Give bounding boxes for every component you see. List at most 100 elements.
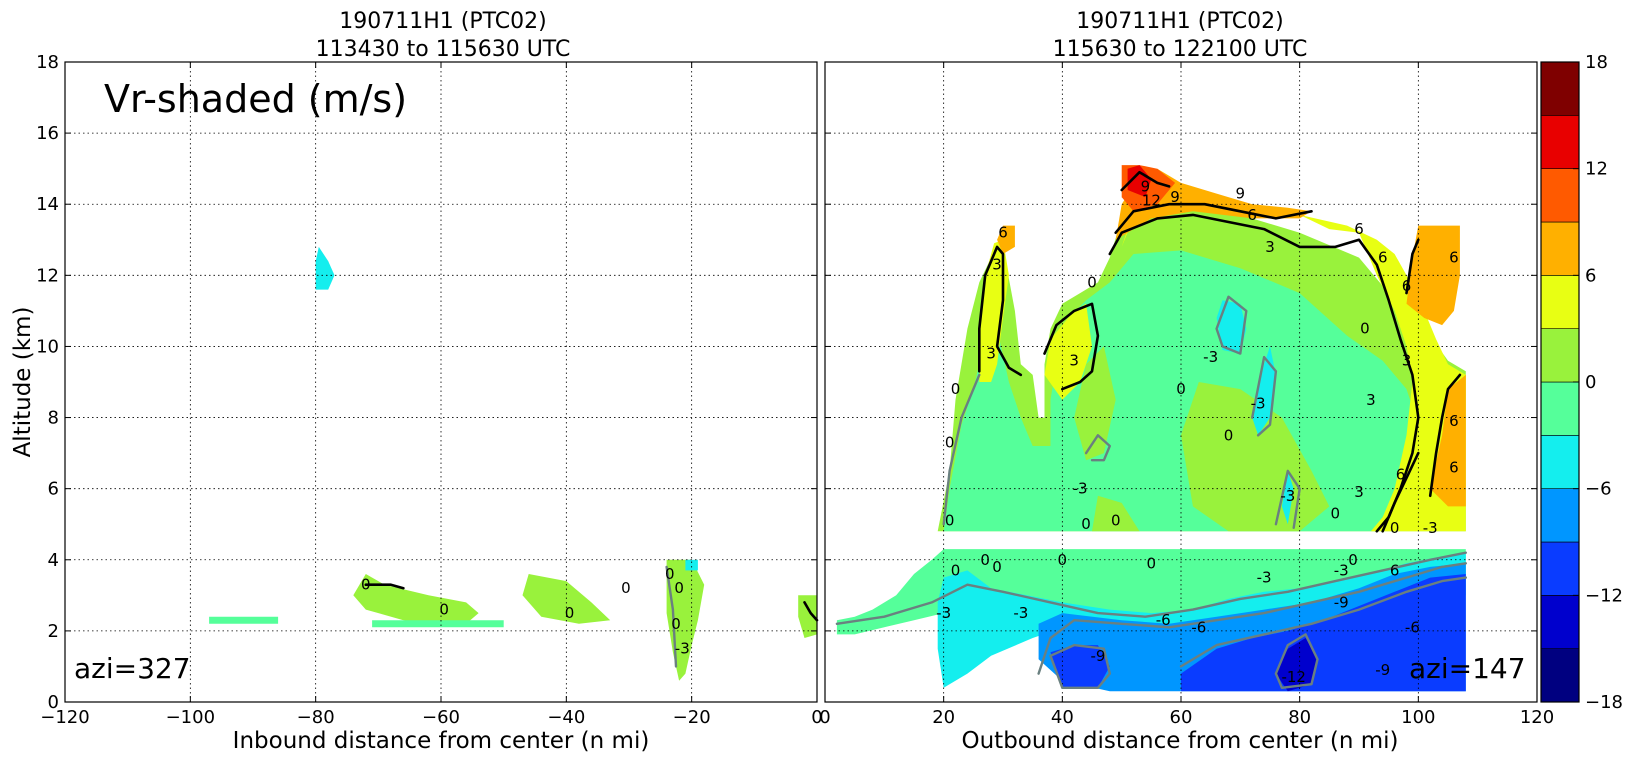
- outbound-contour-label-31: 0: [1330, 505, 1340, 523]
- inbound-region-1: [353, 574, 479, 624]
- colorbar-band-5: [1540, 381, 1580, 436]
- outbound-panel: 190711H1 (PTC02) 115630 to 122100 UTC 91…: [819, 9, 1554, 754]
- outbound-x-axis-label: Outbound distance from center (n mi): [962, 728, 1399, 754]
- inbound-x-tick-label-4: −40: [547, 707, 585, 728]
- y-tick-label-6: 12: [36, 265, 59, 286]
- outbound-contour-label-16: 3: [1402, 352, 1412, 370]
- outbound-region-4: [1092, 495, 1140, 532]
- outbound-title-line2: 115630 to 122100 UTC: [1053, 37, 1308, 62]
- outbound-contour-label-36: 0: [951, 561, 961, 579]
- outbound-contour-label-53: 0: [992, 558, 1002, 576]
- inbound-contour-label-1: 0: [565, 604, 575, 622]
- colorbar-tick-label-0: −18: [1585, 692, 1623, 713]
- colorbar-band-1: [1540, 595, 1580, 649]
- outbound-contour-label-29: -3: [1251, 394, 1266, 412]
- outbound-contour-label-6: 3: [992, 256, 1002, 274]
- outbound-contour-6: [1037, 562, 1468, 675]
- inbound-shaded-regions: [209, 246, 817, 681]
- y-tick-label-2: 4: [48, 550, 59, 571]
- outbound-contour-3: [1250, 355, 1278, 437]
- outbound-contour-label-4: 6: [1247, 206, 1257, 224]
- outbound-contour-label-0: 9: [1141, 177, 1151, 195]
- outbound-x-tick-label-5: 100: [1401, 707, 1435, 728]
- inbound-y-axis-label: Altitude (km): [10, 307, 36, 458]
- colorbar-tick-label-4: 6: [1585, 265, 1596, 286]
- outbound-contour-label-14: 6: [1449, 249, 1459, 267]
- outbound-contour-label-15: 0: [1360, 320, 1370, 338]
- outbound-contour-7: [1179, 576, 1468, 668]
- colorbar-band-3: [1540, 488, 1580, 543]
- outbound-contour-label-26: 0: [1176, 380, 1186, 398]
- outbound-region-2: [1074, 346, 1116, 461]
- outbound-x-tick-label-4: 80: [1288, 707, 1311, 728]
- outbound-contour-label-10: 3: [1265, 238, 1275, 256]
- outbound-contours: [835, 170, 1468, 689]
- inbound-region-7: [798, 595, 817, 638]
- inbound-x-tick-label-3: −60: [422, 707, 460, 728]
- outbound-contour-label-28: 0: [1224, 426, 1234, 444]
- outbound-contour-label-50: -9: [1090, 647, 1105, 665]
- y-tick-label-8: 16: [36, 123, 59, 144]
- outbound-contour-label-44: 0: [1348, 551, 1358, 569]
- outbound-contour-0: [942, 373, 981, 526]
- inbound-contour-label-5: 0: [671, 615, 681, 633]
- inbound-annotation-azi: azi=327: [74, 652, 191, 685]
- inbound-x-tick-label-6: 0: [811, 707, 822, 728]
- outbound-x-ticks: 0 20 40 60 80 100 120: [819, 61, 1554, 728]
- inbound-contour-label-4: 0: [674, 579, 684, 597]
- outbound-contour-5: [835, 551, 1468, 625]
- outbound-region-14: [1430, 374, 1466, 507]
- outbound-data-gap: [825, 533, 1465, 549]
- colorbar-band-7: [1540, 275, 1580, 329]
- colorbar-band-6: [1540, 328, 1580, 383]
- outbound-contour-label-27: -3: [1203, 348, 1218, 366]
- inbound-x-tick-label-2: −80: [297, 707, 335, 728]
- outbound-contour-label-30: -3: [1280, 487, 1295, 505]
- outbound-contour-label-40: -3: [936, 604, 951, 622]
- outbound-title-line1: 190711H1 (PTC02): [1076, 9, 1283, 34]
- outbound-region-10: [1044, 303, 1092, 400]
- outbound-contour-label-38: 0: [1058, 551, 1068, 569]
- outbound-contour-label-20: 0: [951, 380, 961, 398]
- y-tick-label-9: 18: [36, 52, 59, 73]
- outbound-contour-label-45: 6: [1390, 561, 1400, 579]
- outbound-contour-10: [977, 245, 1023, 377]
- outbound-contour-label-39: 0: [1147, 554, 1157, 572]
- inbound-region-6: [685, 559, 698, 571]
- inbound-contour-2: [803, 601, 819, 622]
- outbound-contour-label-47: -6: [1191, 618, 1206, 636]
- outbound-x-tick-label-1: 20: [932, 707, 955, 728]
- inbound-contour-label-3: 0: [665, 565, 675, 583]
- y-tick-label-0: 0: [48, 692, 59, 713]
- outbound-contour-4: [1274, 469, 1301, 529]
- outbound-contour-label-33: 6: [1396, 465, 1406, 483]
- outbound-contour-label-23: -3: [1073, 480, 1088, 498]
- colorbar: −18 −12 −6 0 6 12 18: [1540, 52, 1623, 713]
- inbound-x-tick-label-5: −20: [673, 707, 711, 728]
- inbound-contour-0: [665, 565, 678, 668]
- outbound-contour-8: [1049, 643, 1112, 689]
- outbound-region-20: [1050, 645, 1110, 688]
- colorbar-tick-label-5: 12: [1585, 159, 1608, 180]
- outbound-region-7: [1281, 470, 1294, 525]
- outbound-contour-label-35: -3: [1423, 519, 1438, 537]
- outbound-region-11: [997, 225, 1015, 254]
- outbound-contour-label-18: 6: [1449, 412, 1459, 430]
- outbound-contour-label-1: 12: [1142, 192, 1161, 210]
- outbound-contour-label-42: -3: [1257, 569, 1272, 587]
- colorbar-tick-label-6: 18: [1585, 52, 1608, 73]
- outbound-contour-label-2: 9: [1170, 188, 1180, 206]
- inbound-title-line1: 190711H1 (PTC02): [339, 9, 546, 34]
- y-tick-label-4: 8: [48, 408, 59, 429]
- outbound-region-21: [1181, 574, 1466, 692]
- outbound-x-tick-label-6: 120: [1520, 707, 1554, 728]
- outbound-contour-label-8: 3: [1069, 352, 1079, 370]
- inbound-annotation-main: Vr-shaded (m/s): [104, 77, 407, 121]
- y-tick-label-1: 2: [48, 621, 59, 642]
- colorbar-band-2: [1540, 541, 1580, 596]
- outbound-region-16: [1127, 165, 1152, 198]
- outbound-contour-label-34: 0: [1390, 519, 1400, 537]
